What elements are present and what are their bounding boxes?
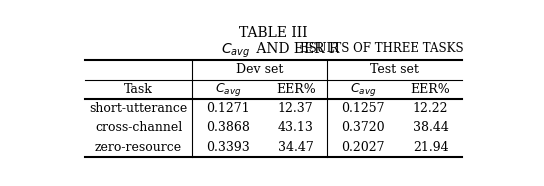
Text: 43.13: 43.13 [278,121,313,134]
Text: 0.2027: 0.2027 [342,141,385,154]
Text: 38.44: 38.44 [413,121,448,134]
Text: 0.1271: 0.1271 [206,102,250,115]
Text: $C_{avg}$: $C_{avg}$ [221,42,250,60]
Text: EER%: EER% [411,83,450,96]
Text: 0.3868: 0.3868 [206,121,250,134]
Text: 0.1257: 0.1257 [342,102,385,115]
Text: zero-resource: zero-resource [95,141,182,154]
Text: Test set: Test set [370,63,419,76]
Text: 0.3720: 0.3720 [341,121,385,134]
Text: cross-channel: cross-channel [95,121,182,134]
Text: $C_{avg}$: $C_{avg}$ [350,81,376,98]
Text: 0.3393: 0.3393 [206,141,250,154]
Text: Task: Task [124,83,153,96]
Text: $C_{avg}$: $C_{avg}$ [215,81,242,98]
Text: ESULTS OF THREE TASKS: ESULTS OF THREE TASKS [300,42,463,55]
Text: 12.37: 12.37 [278,102,313,115]
Text: Dev set: Dev set [236,63,283,76]
Text: EER%: EER% [276,83,316,96]
Text: AND EER R: AND EER R [252,42,339,56]
Text: 21.94: 21.94 [413,141,448,154]
Text: 12.22: 12.22 [413,102,448,115]
Text: 34.47: 34.47 [278,141,313,154]
Text: TABLE III: TABLE III [239,26,308,40]
Text: short-utterance: short-utterance [90,102,188,115]
